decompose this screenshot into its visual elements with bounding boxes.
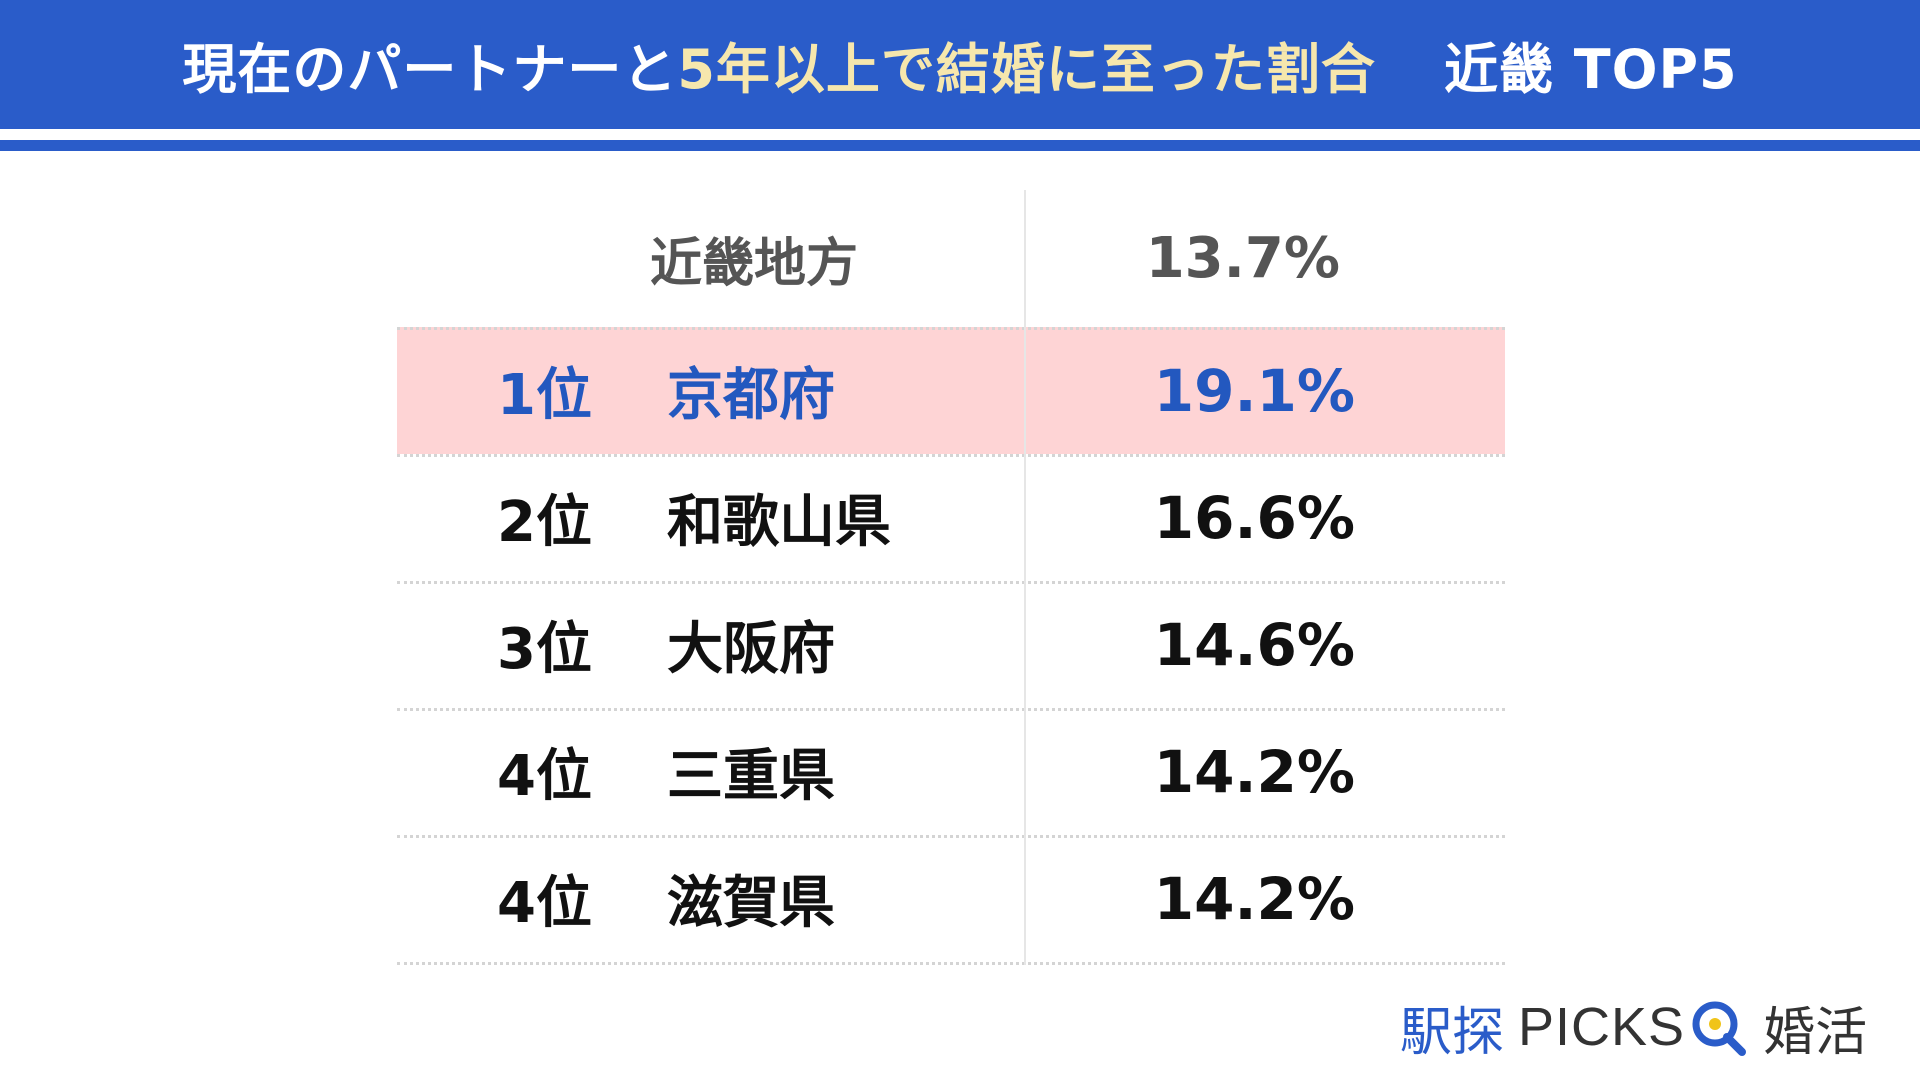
summary-row: 近畿地方 13.7% <box>397 190 1505 327</box>
value-cell: 19.1% <box>1153 356 1355 425</box>
header-underline <box>0 140 1920 151</box>
value-cell: 14.2% <box>1153 864 1355 933</box>
rank-cell: 4位 <box>497 871 592 936</box>
header-bar <box>0 0 1920 129</box>
row-divider <box>397 327 1505 330</box>
title-part-2: 5年以上で結婚に至った割合 <box>677 38 1376 101</box>
table-row: 2位 和歌山県 16.6% <box>397 454 1505 581</box>
value-cell: 14.6% <box>1153 610 1355 679</box>
rank-cell: 3位 <box>497 617 592 682</box>
search-magnifier-icon <box>1692 1001 1747 1056</box>
table-row: 1位 京都府 19.1% <box>397 327 1505 454</box>
logo-product: PICKS <box>1518 997 1686 1057</box>
row-divider <box>397 835 1505 838</box>
logo-brand: 駅探 <box>1400 1002 1505 1063</box>
table-row: 4位 三重県 14.2% <box>397 708 1505 835</box>
prefecture-cell: 滋賀県 <box>667 871 835 936</box>
logo-section: 婚活 <box>1763 1002 1868 1063</box>
prefecture-cell: 和歌山県 <box>667 490 891 555</box>
prefecture-cell: 京都府 <box>667 363 835 428</box>
value-cell: 16.6% <box>1153 483 1355 552</box>
value-cell: 14.2% <box>1153 737 1355 806</box>
rank-cell: 2位 <box>497 490 592 555</box>
row-divider <box>397 581 1505 584</box>
column-divider <box>1024 190 1026 965</box>
table-row: 4位 滋賀県 14.2% <box>397 835 1505 962</box>
row-divider <box>397 708 1505 711</box>
rank-cell: 1位 <box>497 363 592 428</box>
brand-logo: 駅探 PICKS 婚活 <box>1400 995 1867 1063</box>
prefecture-cell: 三重県 <box>667 744 835 809</box>
ranking-table: 近畿地方 13.7% 1位 京都府 19.1% 2位 和歌山県 16.6% 3位… <box>397 190 1505 965</box>
row-divider <box>397 962 1505 965</box>
page-title: 現在のパートナーと 5年以上で結婚に至った割合 近畿 TOP5 <box>0 0 1920 129</box>
row-divider <box>397 454 1505 457</box>
title-part-1: 現在のパートナーと <box>182 38 678 101</box>
summary-value: 13.7% <box>1145 226 1340 291</box>
prefecture-cell: 大阪府 <box>667 617 835 682</box>
title-part-3: 近畿 TOP5 <box>1443 38 1738 101</box>
summary-label: 近畿地方 <box>650 234 859 294</box>
rank-cell: 4位 <box>497 744 592 809</box>
table-row: 3位 大阪府 14.6% <box>397 581 1505 708</box>
